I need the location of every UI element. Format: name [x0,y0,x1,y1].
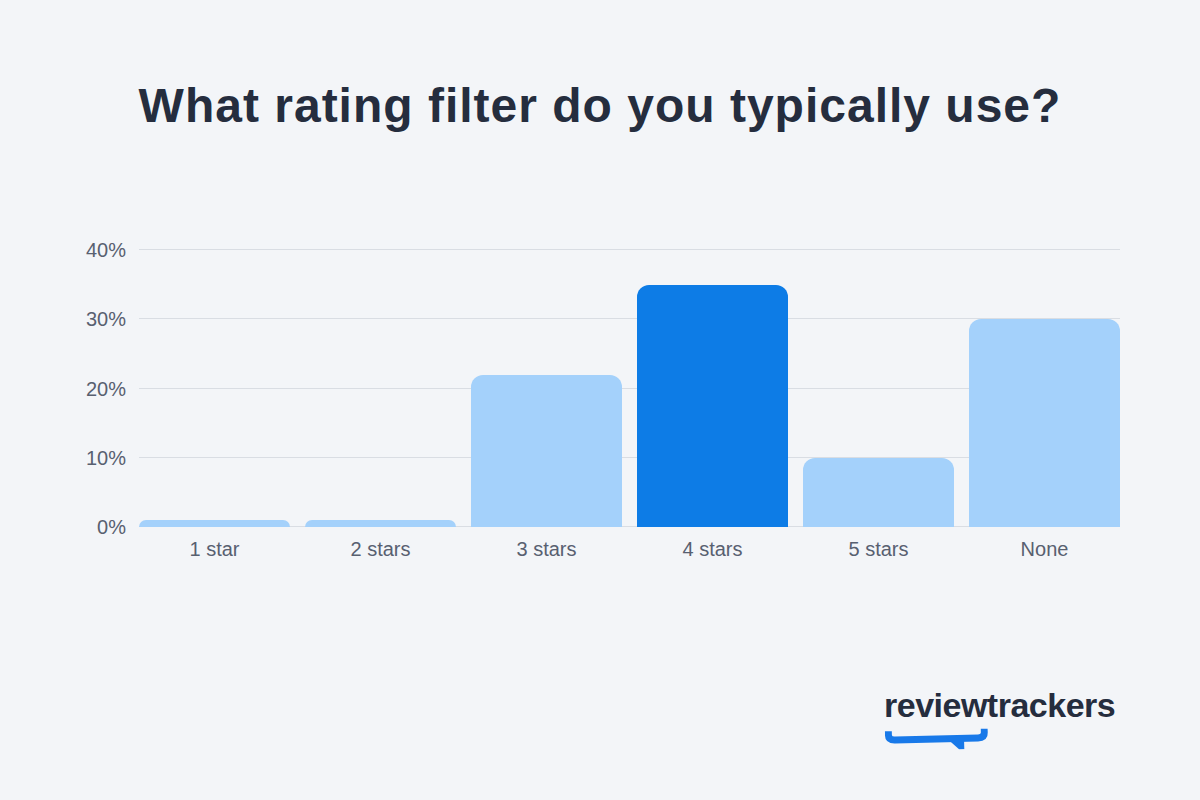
bar-4-stars [637,285,788,527]
chart-title: What rating filter do you typically use? [0,78,1200,133]
category-label-2-stars: 2 stars [305,538,456,561]
category-label-none: None [969,538,1120,561]
bar-2-stars [305,520,456,527]
category-label-3-stars: 3 stars [471,538,622,561]
category-label-5-stars: 5 stars [803,538,954,561]
bar-3-stars [471,375,622,527]
category-label-4-stars: 4 stars [637,538,788,561]
logo-text: reviewtrackers [884,686,1124,725]
chart-bars [139,250,1120,527]
bar-none [969,319,1120,527]
bar-chart: 0%10%20%30%40% 1 star2 stars3 stars4 sta… [139,250,1120,527]
bar-5-stars [803,458,954,527]
category-label-1-star: 1 star [139,538,290,561]
ytick-label-40%: 40% [86,239,126,262]
ytick-label-10%: 10% [86,446,126,469]
chart-category-labels: 1 star 2 stars 3 stars 4 stars 5 stars None [139,538,1120,561]
speech-bubble-icon [885,725,989,752]
ytick-label-0%: 0% [97,516,126,539]
ytick-label-30%: 30% [86,308,126,331]
ytick-label-20%: 20% [86,377,126,400]
reviewtrackers-logo: reviewtrackers [884,686,1124,725]
bar-1-star [139,520,290,527]
